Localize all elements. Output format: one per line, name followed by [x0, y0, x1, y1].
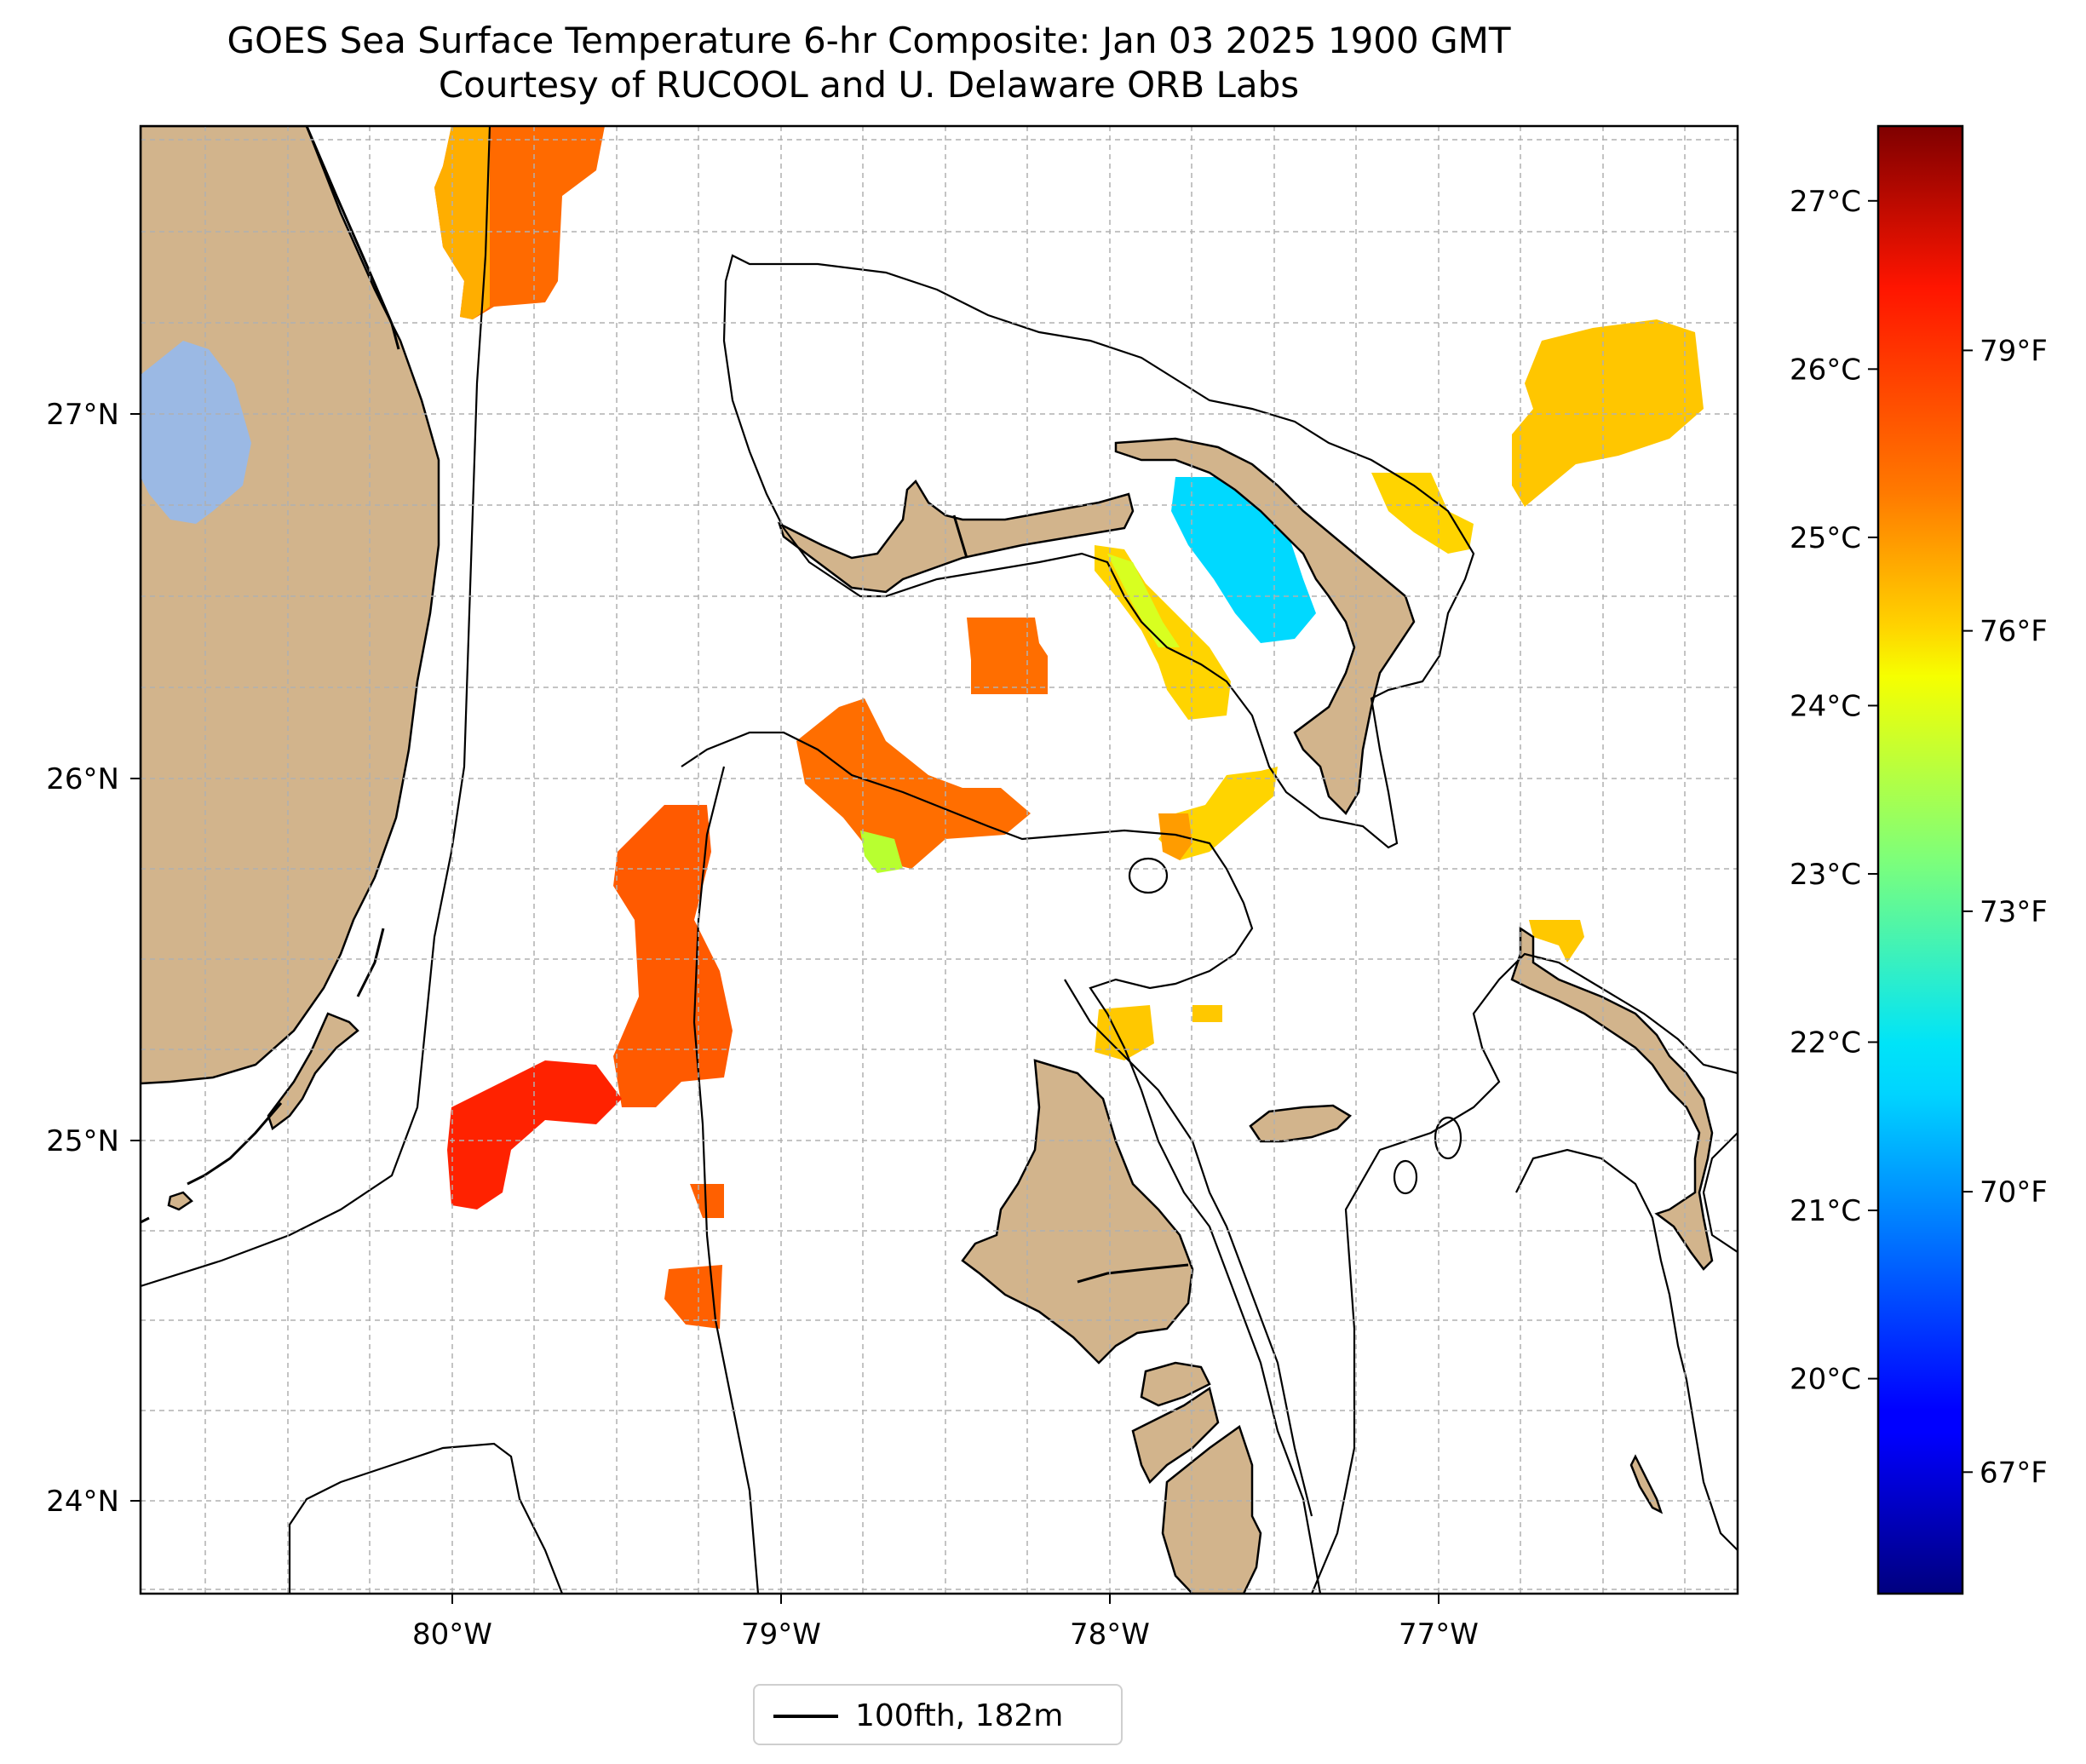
legend-label: 100fth, 182m	[855, 1698, 1064, 1733]
sst-patch-abaco-west-green	[1107, 554, 1180, 647]
florida-barrier-island	[305, 126, 400, 350]
isobath-little-bahama-bank	[722, 254, 1475, 849]
celsius-tick-label-23: 23°C	[1790, 858, 1861, 892]
lat-label-26n: 26°N	[46, 762, 119, 796]
land-keys-b	[167, 1191, 193, 1211]
axis-ticks	[130, 413, 1440, 1604]
sst-patch-cay-sal-b	[664, 1265, 722, 1329]
isobath-islet-c	[1128, 857, 1169, 894]
sst-patch-cay-sal-a	[690, 1184, 724, 1218]
lon-label-77w: 77°W	[1399, 1617, 1479, 1652]
isobath-exuma-shelf	[1515, 1148, 1738, 1551]
isobath-cay-sal	[288, 1442, 564, 1594]
colorbar-celsius-ticks: 27°C 26°C 25°C 24°C 23°C 22°C 21°C 20°C	[1790, 185, 1878, 1397]
colorbar-gradient	[1876, 124, 1964, 1595]
sst-patch-jupiter-edge	[434, 126, 490, 319]
colorbar-fahrenheit-ticks: 79°F 76°F 73°F 70°F 67°F	[1962, 334, 2048, 1490]
isobath-florida-shelf	[141, 126, 491, 1288]
land-andros-north	[961, 1059, 1194, 1365]
legend-line-swatch	[773, 1715, 838, 1718]
celsius-tick-label-26: 26°C	[1790, 353, 1861, 387]
sst-patch-lbb-south	[796, 698, 1031, 869]
lake-okeechobee	[141, 341, 251, 524]
lon-label-79w: 79°W	[741, 1617, 821, 1652]
isobath-tongue-of-ocean	[1064, 979, 1313, 1517]
sst-patch-abaco-east-b	[1512, 319, 1704, 507]
land-abaco	[1114, 437, 1416, 816]
isobath-andros-west	[692, 766, 760, 1594]
florida-keys-line	[141, 928, 385, 1224]
gridlines	[141, 126, 1738, 1594]
sst-patch-little-bahama-east	[1171, 477, 1316, 643]
celsius-tick-label-20: 20°C	[1790, 1363, 1861, 1397]
isobath-eleuthera-east	[1702, 1132, 1738, 1253]
grand-bahama-creek	[952, 514, 968, 559]
celsius-tick-label-22: 22°C	[1790, 1026, 1861, 1060]
andros-creek	[1077, 1263, 1189, 1284]
land-andros-south-a	[1140, 1361, 1211, 1407]
isobath-islet-a	[1434, 1116, 1462, 1160]
lon-label-78w: 78°W	[1070, 1617, 1150, 1652]
sst-patch-bimini-south	[447, 1060, 622, 1210]
lat-label-24n: 24°N	[46, 1485, 119, 1519]
isobath-legend: 100fth, 182m	[753, 1684, 1123, 1745]
sst-patch-nwp-channel	[967, 618, 1048, 694]
lon-label-80w: 80°W	[412, 1617, 492, 1652]
title-line-1: GOES Sea Surface Temperature 6-hr Compos…	[227, 20, 1511, 61]
land-new-providence	[1249, 1104, 1353, 1143]
celsius-tick-label-25: 25°C	[1790, 521, 1861, 555]
land-keys-a	[267, 1012, 359, 1131]
land-grand-bahama	[777, 479, 1135, 594]
land-andros-south-c	[1161, 1424, 1262, 1594]
title-line-2: Courtesy of RUCOOL and U. Delaware ORB L…	[438, 64, 1300, 106]
map-frame	[139, 124, 1739, 1595]
axis-labels: 80°W 79°W 78°W 77°W 27°N 26°N 25°N 24°N	[46, 398, 1479, 1652]
land-exuma-cays	[1629, 1454, 1664, 1514]
fahrenheit-tick-label-73: 73°F	[1980, 895, 2048, 929]
fahrenheit-tick-label-70: 70°F	[1980, 1175, 2048, 1210]
land-masses	[141, 126, 1714, 1594]
isobath-great-bahama-bank	[681, 731, 1322, 1594]
fahrenheit-tick-label-79: 79°F	[1980, 334, 2048, 368]
sst-patch-lbb-south-green	[860, 830, 903, 873]
sst-patch-eleuthera	[1529, 920, 1584, 962]
isobath-100fth	[141, 126, 1738, 1594]
land-andros-south-b	[1131, 1386, 1220, 1485]
isobath-exuma-sound	[1310, 952, 1738, 1594]
sst-patch-ne-providence-orange	[1158, 813, 1192, 860]
map-plot-area: 80°W 79°W 78°W 77°W 27°N 26°N 25°N 24°N	[46, 124, 1739, 1652]
lat-label-27n: 27°N	[46, 398, 119, 432]
sst-patch-andros-north-b	[1192, 1005, 1222, 1022]
fahrenheit-tick-label-76: 76°F	[1980, 615, 2048, 649]
fahrenheit-tick-label-67: 67°F	[1980, 1456, 2048, 1490]
celsius-tick-label-24: 24°C	[1790, 689, 1861, 723]
isobath-islet-b	[1393, 1159, 1418, 1195]
sst-patch-abaco-east-a	[1371, 473, 1474, 554]
map-title: GOES Sea Surface Temperature 6-hr Compos…	[0, 19, 1738, 107]
celsius-tick-label-27: 27°C	[1790, 185, 1861, 219]
land-eleuthera	[1510, 926, 1714, 1271]
lat-label-25n: 25°N	[46, 1124, 119, 1158]
coast-detail	[141, 126, 1189, 1284]
temperature-colorbar: 27°C 26°C 25°C 24°C 23°C 22°C 21°C 20°C 79°F 76°…	[1790, 124, 2048, 1595]
celsius-tick-label-21: 21°C	[1790, 1194, 1861, 1228]
